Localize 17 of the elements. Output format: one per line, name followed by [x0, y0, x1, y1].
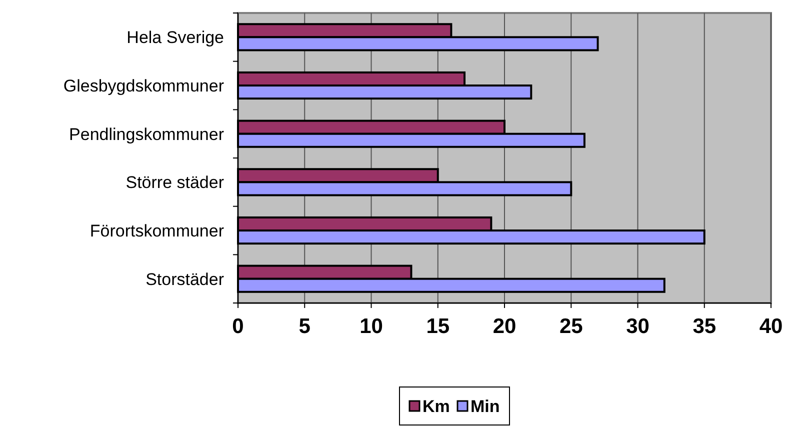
y-tick-label: Hela Sverige	[126, 28, 224, 48]
x-tick-label: 20	[492, 315, 516, 338]
y-tick-label: Förortskommuner	[90, 221, 224, 240]
x-tick-label: 25	[559, 315, 584, 338]
x-tick-label: 15	[426, 315, 450, 338]
y-tick-label: Större städer	[126, 173, 224, 192]
x-tick-label: 10	[360, 315, 383, 338]
legend-label: Min	[470, 396, 500, 416]
legend-label: Km	[422, 396, 450, 416]
x-tick-label: 35	[692, 315, 716, 338]
x-tick-label: 5	[298, 315, 311, 338]
x-tick-label: 40	[759, 315, 783, 338]
y-tick-label: Pendlingskommuner	[69, 124, 224, 144]
x-tick-label: 30	[626, 315, 650, 338]
y-tick-label: Storstäder	[146, 270, 224, 289]
x-tick-label: 0	[232, 315, 244, 338]
y-tick-label: Glesbygdskommuner	[63, 76, 224, 96]
